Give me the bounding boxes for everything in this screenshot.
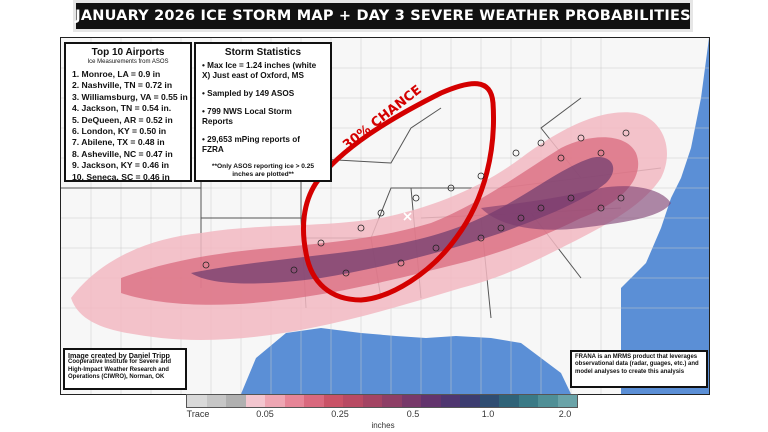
stat-item: • 799 NWS Local Storm Reports bbox=[202, 107, 292, 126]
color-legend bbox=[186, 394, 578, 408]
airport-item: 6. London, KY = 0.50 in bbox=[72, 126, 167, 137]
legend-swatch bbox=[401, 395, 421, 407]
ice-swath-mid bbox=[121, 137, 639, 305]
credit-author: Image created by Daniel Tripp bbox=[68, 351, 170, 360]
legend-swatch bbox=[382, 395, 402, 407]
legend-tick-label: Trace bbox=[186, 409, 210, 419]
credit-org: Cooperative Institute for Severe and Hig… bbox=[68, 359, 172, 381]
storm-statistics-panel: Storm Statistics • Max Ice = 1.24 inches… bbox=[194, 42, 332, 182]
airport-item: 4. Jackson, TN = 0.54 in. bbox=[72, 103, 172, 114]
airport-item: 8. Asheville, NC = 0.47 in bbox=[72, 148, 173, 159]
max-ice-marker bbox=[403, 212, 412, 221]
legend-swatch bbox=[479, 395, 499, 407]
atlantic-ocean bbox=[621, 38, 709, 394]
legend-swatch bbox=[538, 395, 558, 407]
stats-note: **Only ASOS reporting ice > 0.25 inches … bbox=[211, 163, 315, 178]
legend-tick-label: 0.25 bbox=[331, 409, 349, 419]
stat-item: • 29,653 mPing reports of FZRA bbox=[202, 135, 300, 154]
legend-swatch bbox=[499, 395, 519, 407]
airports-list: 1. Monroe, LA = 0.9 in 2. Nashville, TN … bbox=[72, 69, 188, 183]
legend-swatch bbox=[187, 395, 207, 407]
top-airports-panel: Top 10 Airports Ice Measurements from AS… bbox=[64, 42, 192, 182]
legend-tick-label: 0.5 bbox=[406, 409, 420, 419]
airport-item: 2. Nashville, TN = 0.72 in bbox=[72, 80, 173, 91]
gulf-of-mexico bbox=[241, 328, 571, 394]
legend-swatch bbox=[226, 395, 246, 407]
legend-tick-label: 0.05 bbox=[256, 409, 274, 419]
airports-subheading: Ice Measurements from ASOS bbox=[87, 59, 169, 65]
frana-note: FRANA is an MRMS product that leverages … bbox=[575, 354, 699, 375]
legend-swatch bbox=[323, 395, 343, 407]
legend-swatch bbox=[362, 395, 382, 407]
legend-swatch bbox=[460, 395, 480, 407]
legend-swatch bbox=[206, 395, 226, 407]
legend-units: inches bbox=[371, 421, 395, 430]
legend-swatch bbox=[245, 395, 265, 407]
stat-item: • Max Ice = 1.24 inches (white X) Just e… bbox=[202, 61, 317, 80]
legend-tick-label: 1.0 bbox=[481, 409, 495, 419]
legend-swatch bbox=[343, 395, 363, 407]
airport-item: 3. Williamsburg, VA = 0.55 in bbox=[72, 91, 188, 102]
legend-swatch bbox=[304, 395, 324, 407]
legend-swatch bbox=[421, 395, 441, 407]
airport-item: 7. Abilene, TX = 0.48 in bbox=[72, 137, 165, 148]
legend-swatch bbox=[557, 395, 577, 407]
frana-note-panel: FRANA is an MRMS product that leverages … bbox=[570, 350, 708, 388]
severe-outline bbox=[300, 81, 496, 303]
legend-tick-label: 2.0 bbox=[558, 409, 572, 419]
asos-stations bbox=[202, 129, 630, 277]
page-title: JANUARY 2026 ICE STORM MAP + DAY 3 SEVER… bbox=[75, 8, 691, 24]
credit-panel: Image created by Daniel Tripp Cooperativ… bbox=[63, 348, 187, 390]
title-bar: JANUARY 2026 ICE STORM MAP + DAY 3 SEVER… bbox=[73, 0, 693, 32]
legend-swatch bbox=[284, 395, 304, 407]
stats-heading: Storm Statistics bbox=[224, 47, 302, 58]
airports-heading: Top 10 Airports bbox=[91, 47, 165, 58]
airport-item: 1. Monroe, LA = 0.9 in bbox=[72, 69, 161, 79]
airport-item: 5. DeQueen, AR = 0.52 in bbox=[72, 114, 173, 125]
legend-swatch bbox=[518, 395, 538, 407]
legend-swatch bbox=[440, 395, 460, 407]
airport-item: 10. Seneca, SC = 0.46 in bbox=[72, 171, 170, 182]
stat-item: • Sampled by 149 ASOS bbox=[202, 89, 295, 98]
legend-swatch bbox=[265, 395, 285, 407]
airport-item: 9. Jackson, KY = 0.46 in bbox=[72, 160, 170, 171]
